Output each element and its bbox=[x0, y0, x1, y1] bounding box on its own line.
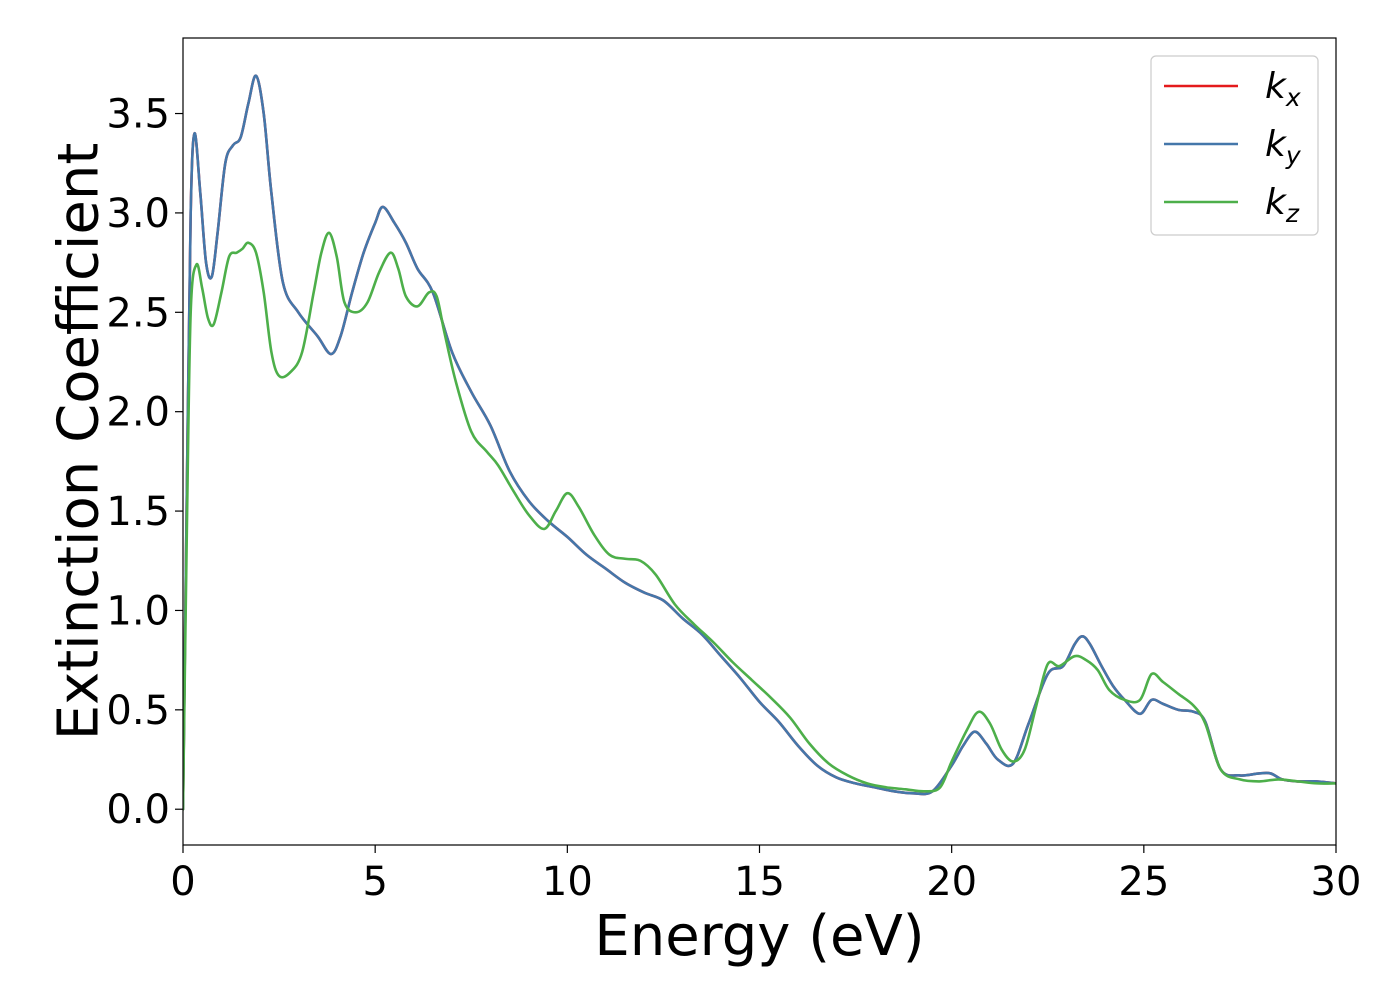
x-tick-label: 30 bbox=[1311, 859, 1362, 905]
y-tick-label: 0.5 bbox=[106, 688, 170, 734]
x-tick-label: 10 bbox=[542, 859, 593, 905]
legend-label-x: kx bbox=[1265, 66, 1301, 112]
x-tick-label: 0 bbox=[170, 859, 195, 905]
legend-label-subscript: z bbox=[1285, 199, 1300, 228]
series-line-z bbox=[183, 231, 1336, 811]
y-tick-label: 1.0 bbox=[106, 588, 170, 634]
y-tick-label: 3.0 bbox=[106, 191, 170, 237]
legend-label-z: kz bbox=[1265, 182, 1300, 228]
x-tick-label: 25 bbox=[1118, 859, 1169, 905]
ticks-layer: 0 5 10 15 20 25 30 0.0 0.5 1.0 1.5 2.0 2.5 3.0 3.5 bbox=[106, 92, 1361, 905]
x-tick-label: 20 bbox=[926, 859, 977, 905]
x-tick-label: 15 bbox=[734, 859, 785, 905]
legend-label-subscript: x bbox=[1285, 83, 1301, 112]
legend-label-subscript: y bbox=[1285, 141, 1302, 170]
legend-label-base: k bbox=[1265, 66, 1288, 107]
series-layer bbox=[183, 74, 1336, 811]
y-tick-label: 2.5 bbox=[106, 290, 170, 336]
y-tick-label: 1.5 bbox=[106, 489, 170, 535]
y-tick-label: 2.0 bbox=[106, 390, 170, 436]
x-tick-label: 5 bbox=[362, 859, 387, 905]
y-axis-title: Extinction Coefficient bbox=[47, 143, 112, 741]
legend-label-base: k bbox=[1265, 124, 1288, 165]
y-tick-label: 3.5 bbox=[106, 92, 170, 138]
x-axis-title: Energy (eV) bbox=[594, 904, 924, 969]
legend-label-y: ky bbox=[1265, 124, 1302, 170]
legend-box bbox=[1150, 55, 1319, 236]
y-tick-label: 0.0 bbox=[106, 787, 170, 833]
legend-label-base: k bbox=[1265, 182, 1288, 223]
